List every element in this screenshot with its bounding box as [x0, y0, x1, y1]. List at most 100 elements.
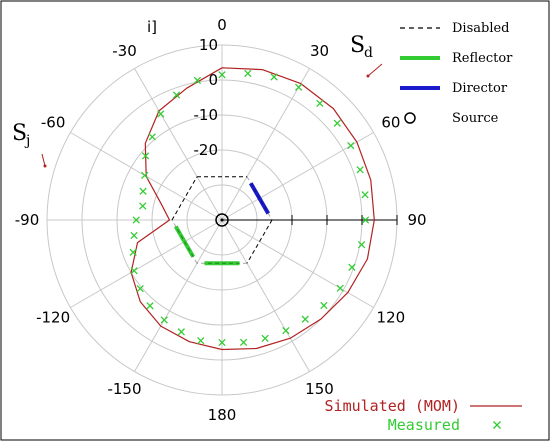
grid-spoke — [221, 219, 310, 372]
measured-point — [356, 166, 364, 174]
measured-point — [270, 73, 278, 81]
measured-marker-stroke — [197, 336, 205, 345]
annotation-symbol: S — [350, 33, 365, 58]
measured-marker-stroke — [270, 73, 278, 81]
measured-marker-stroke — [132, 216, 140, 224]
legend-bottom-marker — [493, 421, 501, 429]
measured-point — [244, 69, 252, 78]
angle-tick-label: -120 — [36, 309, 70, 327]
legend-label: Director — [452, 81, 508, 96]
angle-tick-label: 180 — [208, 406, 237, 424]
director-element — [249, 182, 270, 215]
measured-point — [333, 119, 341, 127]
measured-point — [130, 231, 138, 240]
measured-marker-stroke — [361, 216, 370, 224]
angle-tick-label: 120 — [377, 309, 406, 327]
legend-label: Disabled — [452, 21, 510, 36]
measured-point — [218, 338, 226, 347]
measured-marker-stroke — [336, 284, 344, 292]
measured-point — [148, 133, 156, 141]
measured-marker-stroke — [244, 69, 252, 78]
measured-marker-stroke — [141, 152, 150, 160]
angle-tick-label: 150 — [305, 380, 334, 398]
measured-marker-stroke — [347, 141, 355, 150]
angle-tick-label: -60 — [41, 114, 66, 132]
element-outline — [171, 219, 198, 264]
measured-point — [361, 216, 370, 224]
measured-marker-stroke — [320, 301, 328, 310]
radial-tick-label: 10 — [199, 36, 218, 54]
measured-point — [239, 338, 248, 347]
measured-marker-stroke — [301, 315, 309, 323]
array-geometry — [171, 176, 273, 266]
series-layer — [129, 67, 375, 351]
radial-tick-label: -10 — [194, 106, 219, 124]
angle-tick-label: 90 — [407, 211, 426, 229]
measured-marker-stroke — [218, 71, 226, 79]
legend-bottom-label: Measured — [388, 416, 460, 434]
measured-point — [294, 83, 303, 91]
measured-point — [347, 141, 355, 150]
measured-point — [146, 302, 154, 310]
radial-tick-label: -20 — [194, 141, 219, 159]
measured-point — [130, 267, 138, 275]
measured-marker-stroke — [139, 187, 147, 195]
grid-spoke — [221, 68, 310, 221]
legend-bottom-label: Simulated (MOM) — [325, 397, 460, 415]
measured-marker-stroke — [148, 133, 156, 141]
measured-marker-stroke — [239, 338, 248, 347]
measured-marker-stroke — [172, 91, 181, 99]
legend-source-symbol — [404, 112, 416, 124]
angle-tick-label: 0 — [217, 16, 227, 34]
measured-point — [139, 187, 147, 195]
angle-tick-label: -30 — [112, 42, 137, 60]
annotation-symbol: S — [12, 121, 27, 146]
measured-marker-stroke — [333, 119, 341, 127]
legend-label: Source — [452, 111, 499, 126]
measured-marker-stroke — [129, 248, 137, 256]
source-element — [215, 213, 229, 227]
measured-point — [193, 76, 202, 85]
measured-point — [172, 91, 181, 99]
measured-point — [357, 240, 366, 249]
measured-point — [139, 202, 147, 210]
radial-tick-label: 0 — [208, 71, 218, 89]
measured-point — [261, 334, 269, 343]
annotation-arrow-head — [366, 74, 370, 78]
measured-marker-stroke — [282, 326, 290, 335]
disabled-element — [171, 176, 198, 221]
measured-point — [348, 263, 356, 271]
annotation-arrow-head — [43, 164, 47, 168]
measured-marker-stroke — [130, 267, 138, 275]
angle-tick-label: -150 — [107, 380, 141, 398]
measured-marker-stroke — [316, 99, 324, 108]
measured-marker-stroke — [157, 110, 165, 118]
measured-point — [361, 191, 369, 199]
measured-marker-stroke — [130, 231, 138, 240]
polar-grid — [46, 44, 398, 396]
measured-marker-stroke — [357, 240, 366, 249]
element-outline — [246, 176, 273, 221]
simulated-series-line — [130, 67, 375, 351]
legend-label: Reflector — [452, 51, 513, 66]
measured-point — [336, 284, 344, 292]
measured-point — [141, 171, 149, 180]
measured-marker-stroke — [348, 263, 356, 271]
measured-marker-stroke — [160, 316, 168, 324]
grid-spoke — [134, 219, 223, 372]
measured-marker-stroke — [294, 83, 303, 91]
measured-marker-stroke — [139, 202, 147, 210]
measured-marker-stroke — [146, 302, 154, 310]
measured-point — [132, 216, 140, 224]
measured-point — [160, 316, 168, 324]
measured-point — [177, 328, 185, 336]
measured-point — [218, 71, 226, 79]
measured-point — [157, 110, 165, 118]
tick-labels: 0 30 60 90 120 150 180 -150 -120 -90 -60 -30 10 0 -10 -… — [15, 16, 427, 424]
measured-point — [301, 315, 309, 323]
measured-marker-stroke — [141, 171, 149, 180]
